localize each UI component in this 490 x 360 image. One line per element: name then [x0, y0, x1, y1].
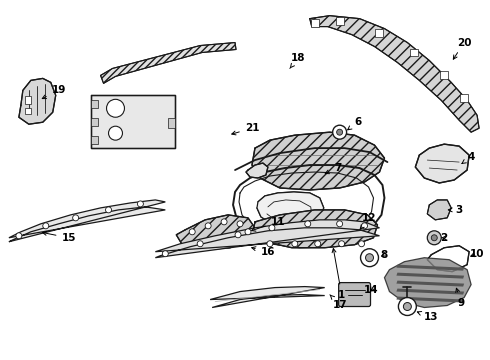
Polygon shape	[460, 94, 468, 102]
Polygon shape	[396, 280, 464, 287]
Circle shape	[108, 126, 122, 140]
Polygon shape	[427, 200, 451, 220]
Text: 1: 1	[332, 248, 345, 300]
Circle shape	[205, 223, 211, 229]
Text: 10: 10	[470, 249, 484, 259]
Polygon shape	[416, 144, 469, 183]
Circle shape	[362, 223, 368, 229]
Text: 11: 11	[252, 217, 285, 231]
Polygon shape	[336, 17, 343, 24]
Polygon shape	[25, 96, 31, 104]
Polygon shape	[168, 118, 175, 128]
Polygon shape	[310, 15, 479, 132]
Circle shape	[305, 221, 311, 227]
Circle shape	[106, 99, 124, 117]
Circle shape	[315, 241, 321, 247]
Polygon shape	[91, 100, 98, 108]
Text: 8: 8	[381, 250, 388, 260]
Circle shape	[162, 251, 168, 257]
Polygon shape	[410, 49, 418, 57]
Polygon shape	[396, 265, 464, 271]
Polygon shape	[210, 287, 325, 307]
Text: 21: 21	[232, 123, 259, 135]
Circle shape	[403, 302, 412, 310]
Circle shape	[235, 232, 241, 238]
Circle shape	[431, 235, 437, 241]
Polygon shape	[155, 220, 379, 258]
Circle shape	[337, 221, 343, 227]
Circle shape	[105, 207, 112, 213]
Circle shape	[197, 241, 203, 247]
Polygon shape	[246, 163, 268, 178]
Polygon shape	[19, 78, 56, 124]
Polygon shape	[396, 297, 464, 302]
Text: 7: 7	[325, 163, 342, 174]
Polygon shape	[91, 95, 175, 148]
Circle shape	[267, 241, 273, 247]
Circle shape	[245, 229, 251, 235]
Polygon shape	[375, 28, 384, 37]
Polygon shape	[176, 215, 255, 250]
Circle shape	[43, 223, 49, 229]
Polygon shape	[385, 258, 471, 307]
Polygon shape	[396, 273, 464, 279]
Polygon shape	[396, 289, 464, 294]
Circle shape	[333, 125, 346, 139]
Circle shape	[361, 249, 378, 267]
Circle shape	[337, 129, 343, 135]
Text: 9: 9	[456, 288, 465, 307]
Circle shape	[359, 241, 365, 247]
Circle shape	[366, 254, 373, 262]
Circle shape	[221, 219, 227, 225]
Text: 12: 12	[360, 213, 377, 229]
Circle shape	[137, 201, 144, 207]
Polygon shape	[100, 42, 236, 84]
Text: 5: 5	[0, 359, 1, 360]
Polygon shape	[440, 71, 448, 80]
Circle shape	[73, 215, 78, 221]
Text: 20: 20	[453, 37, 471, 59]
Polygon shape	[91, 136, 98, 144]
Circle shape	[427, 231, 441, 245]
Circle shape	[339, 241, 344, 247]
Polygon shape	[9, 200, 165, 242]
Polygon shape	[91, 118, 98, 126]
Text: 14: 14	[364, 284, 379, 294]
Circle shape	[269, 225, 275, 231]
Circle shape	[237, 221, 243, 227]
Polygon shape	[25, 108, 31, 114]
Polygon shape	[257, 192, 324, 226]
FancyBboxPatch shape	[339, 283, 370, 306]
Text: 6: 6	[348, 117, 361, 130]
Polygon shape	[253, 210, 377, 248]
Text: 16: 16	[252, 247, 275, 257]
Text: 2: 2	[441, 233, 448, 243]
Text: 15: 15	[43, 231, 76, 243]
Text: 19: 19	[42, 85, 66, 99]
Polygon shape	[311, 19, 319, 27]
Circle shape	[16, 233, 22, 239]
Circle shape	[189, 229, 195, 235]
Polygon shape	[252, 132, 385, 190]
Text: 3: 3	[448, 205, 463, 215]
Text: 4: 4	[462, 152, 475, 163]
Circle shape	[398, 298, 416, 315]
Text: 17: 17	[330, 295, 347, 310]
Circle shape	[292, 241, 298, 247]
Text: 18: 18	[290, 54, 305, 68]
Text: 13: 13	[417, 311, 439, 323]
